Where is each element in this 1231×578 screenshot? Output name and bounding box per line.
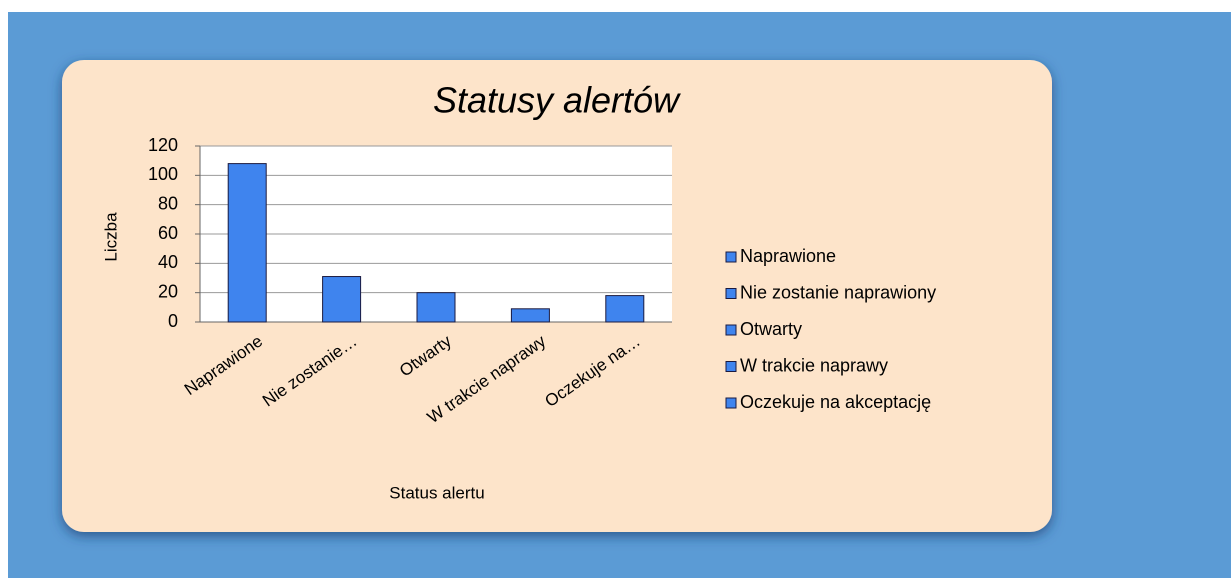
y-tick-label: 0	[168, 311, 178, 331]
bar	[227, 163, 267, 323]
y-tick-label: 120	[148, 135, 178, 155]
bar	[416, 292, 456, 323]
legend-swatch	[725, 324, 737, 336]
legend-label: Oczekuje na akceptację	[740, 392, 931, 412]
legend-label: Nie zostanie naprawiony	[740, 282, 936, 302]
legend-swatch	[725, 251, 737, 263]
legend-label: Naprawione	[740, 246, 836, 266]
legend-swatch	[725, 397, 737, 409]
legend-swatch	[725, 361, 737, 372]
y-axis-title: Liczba	[101, 212, 120, 262]
bar	[510, 308, 550, 323]
y-tick-label: 20	[158, 281, 178, 301]
y-tick-label: 100	[148, 164, 178, 184]
bar	[322, 276, 362, 323]
bar	[605, 295, 645, 323]
y-tick-label: 60	[158, 223, 178, 243]
y-tick-label: 80	[158, 193, 178, 213]
legend-swatch	[725, 288, 737, 299]
chart-title: Statusy alertów	[433, 80, 681, 121]
legend-label: Otwarty	[740, 319, 802, 339]
legend-label: W trakcie naprawy	[740, 355, 888, 375]
x-axis-title: Status alertu	[389, 483, 484, 502]
y-tick-label: 40	[158, 252, 178, 272]
